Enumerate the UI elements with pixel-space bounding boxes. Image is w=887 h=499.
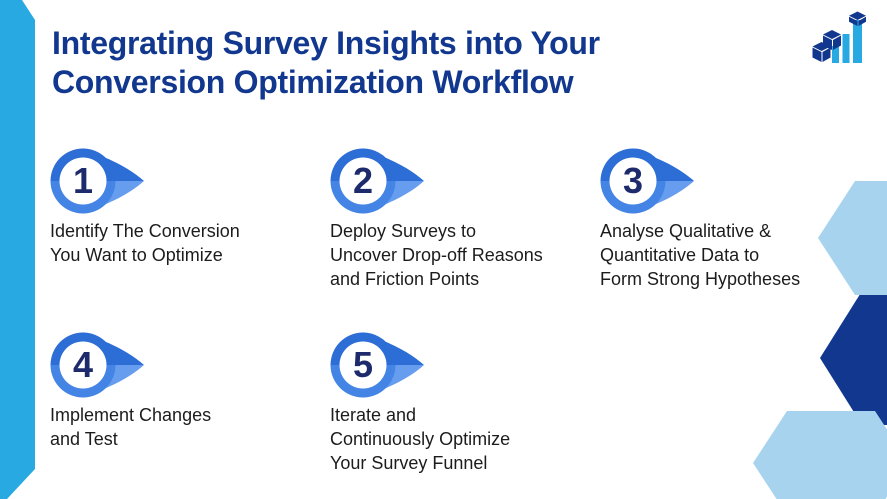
eye-icon bbox=[330, 148, 424, 214]
eye-icon bbox=[50, 148, 144, 214]
step-2-icon-wrap: 2 bbox=[330, 148, 426, 214]
logo-bar-tall bbox=[853, 20, 862, 63]
hexagon-light-top bbox=[818, 181, 887, 295]
step-1: 1 Identify The Conversion You Want to Op… bbox=[50, 148, 335, 267]
page-title-line2: Conversion Optimization Workflow bbox=[52, 64, 574, 100]
logo-bar-medium bbox=[842, 34, 850, 63]
step-5-icon-wrap: 5 bbox=[330, 332, 426, 398]
logo-bar-small bbox=[832, 46, 839, 63]
step-5: 5 Iterate and Continuously Optimize Your… bbox=[330, 332, 615, 475]
eye-icon bbox=[330, 332, 424, 398]
step-number: 2 bbox=[352, 160, 374, 201]
hexagon-navy bbox=[820, 291, 887, 425]
step-description: Analyse Qualitative & Quantitative Data … bbox=[600, 221, 801, 289]
eye-inner bbox=[609, 157, 657, 205]
step-number: 3 bbox=[622, 160, 644, 201]
eye-icon bbox=[600, 148, 694, 214]
page-title-line1: Integrating Survey Insights into Your bbox=[52, 25, 600, 61]
step-2: 2 Deploy Surveys to Uncover Drop-off Rea… bbox=[330, 148, 615, 291]
step-description: Deploy Surveys to Uncover Drop-off Reaso… bbox=[330, 221, 543, 289]
page-title: Integrating Survey Insights into Your Co… bbox=[52, 24, 600, 102]
bar-chart-logo-icon bbox=[812, 11, 866, 63]
logo-cube-small bbox=[812, 42, 831, 62]
step-description: Iterate and Continuously Optimize Your S… bbox=[330, 405, 511, 473]
eye-inner bbox=[59, 341, 107, 389]
step-number: 5 bbox=[352, 344, 374, 385]
step-description: Identify The Conversion You Want to Opti… bbox=[50, 221, 240, 265]
step-number: 4 bbox=[72, 344, 94, 385]
eye-inner bbox=[59, 157, 107, 205]
step-4-icon-wrap: 4 bbox=[50, 332, 146, 398]
hexagon-light-bottom bbox=[753, 411, 887, 499]
step-3-icon-wrap: 3 bbox=[600, 148, 696, 214]
step-number: 1 bbox=[72, 160, 94, 201]
step-1-icon-wrap: 1 bbox=[50, 148, 146, 214]
step-description: Implement Changes and Test bbox=[50, 405, 212, 449]
eye-inner bbox=[339, 157, 387, 205]
step-3: 3 Analyse Qualitative & Quantitative Dat… bbox=[600, 148, 885, 291]
left-accent-band bbox=[0, 0, 35, 499]
eye-icon bbox=[50, 332, 144, 398]
step-4: 4 Implement Changes and Test bbox=[50, 332, 335, 451]
logo-cube-top bbox=[849, 11, 866, 26]
logo-cube-medium bbox=[823, 30, 841, 50]
eye-inner bbox=[339, 341, 387, 389]
